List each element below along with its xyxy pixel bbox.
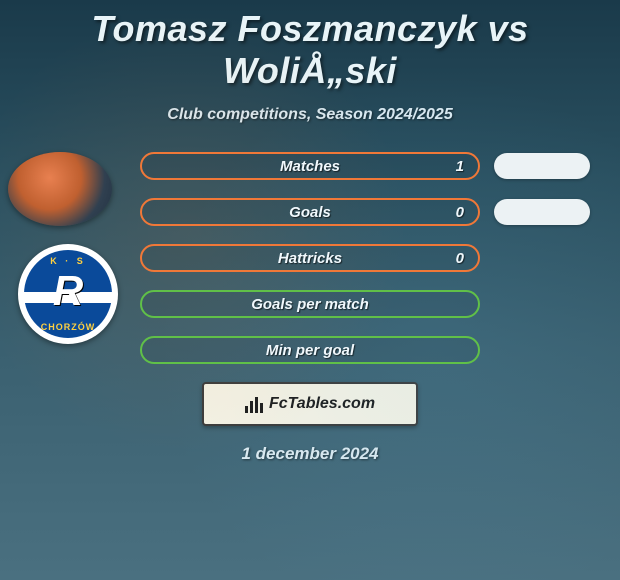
stat-row: Hattricks 0: [140, 244, 590, 272]
stat-pill: Goals per match: [140, 290, 480, 318]
stat-label: Hattricks: [278, 250, 342, 267]
stat-pill: Hattricks 0: [140, 244, 480, 272]
stat-label: Matches: [280, 158, 340, 175]
club-bottom-text: CHORZÓW: [41, 322, 96, 332]
compare-pill: [494, 199, 590, 225]
stat-pill: Min per goal: [140, 336, 480, 364]
stat-row: Goals 0: [140, 198, 590, 226]
bar-chart-icon: [245, 395, 263, 413]
stat-row: Goals per match: [140, 290, 590, 318]
page-title: Tomasz Foszmanczyk vs WoliÅ„ski: [0, 0, 620, 92]
stat-label: Min per goal: [266, 342, 354, 359]
stat-value: 1: [456, 158, 464, 175]
stat-pill: Matches 1: [140, 152, 480, 180]
stat-pill: Goals 0: [140, 198, 480, 226]
stat-value: 0: [456, 250, 464, 267]
stat-row: Min per goal: [140, 336, 590, 364]
stat-label: Goals per match: [251, 296, 369, 313]
stat-row: Matches 1: [140, 152, 590, 180]
club-letter: R: [53, 267, 83, 315]
page-subtitle: Club competitions, Season 2024/2025: [0, 106, 620, 124]
stat-value: 0: [456, 204, 464, 221]
player-avatar: [8, 152, 112, 226]
stats-rows: Matches 1 Goals 0 Hattricks 0 Goals per match M…: [140, 152, 590, 364]
date-text: 1 december 2024: [0, 444, 620, 464]
comparison-content: K · S R CHORZÓW Matches 1 Goals 0 Hattricks 0…: [0, 152, 620, 364]
avatars-column: K · S R CHORZÓW: [8, 152, 128, 344]
club-badge-inner: K · S R CHORZÓW: [24, 250, 112, 338]
club-badge: K · S R CHORZÓW: [18, 244, 118, 344]
brand-text: FcTables.com: [269, 395, 375, 413]
brand-badge[interactable]: FcTables.com: [202, 382, 418, 426]
compare-pill: [494, 153, 590, 179]
club-top-text: K · S: [50, 256, 86, 266]
stat-label: Goals: [289, 204, 331, 221]
